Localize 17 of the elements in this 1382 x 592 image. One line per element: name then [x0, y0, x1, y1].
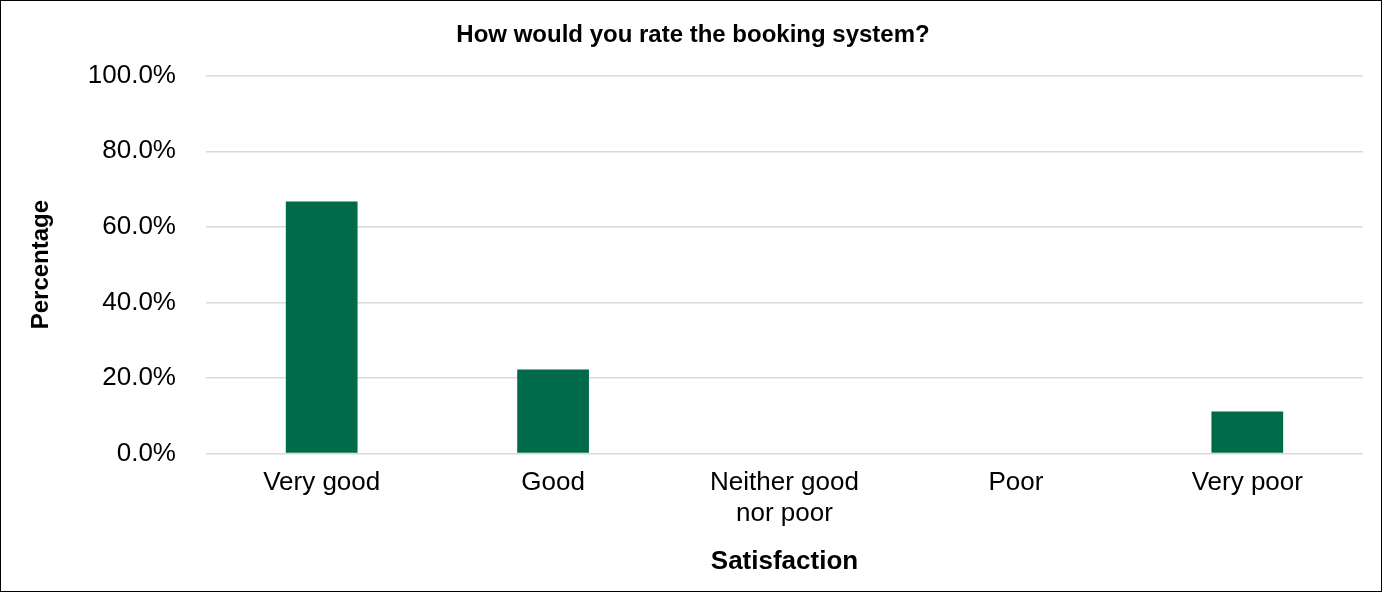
y-tick-label: 0.0% — [116, 436, 176, 467]
x-tick-label: Good — [521, 466, 585, 497]
y-tick-label: 60.0% — [102, 210, 176, 241]
x-tick-label: Poor — [988, 466, 1044, 497]
y-tick-label: 40.0% — [102, 285, 176, 316]
x-tick-label: Neither good nor poor — [710, 466, 859, 528]
x-tick-label: Very good — [263, 466, 381, 497]
y-tick-label: 100.0% — [87, 58, 176, 89]
x-tick-label: Very poor — [1191, 466, 1304, 497]
y-tick-label: 20.0% — [102, 361, 176, 392]
y-axis-title: Percentage — [26, 199, 54, 330]
bar — [1211, 411, 1284, 453]
chart-title: How would you rate the booking system? — [456, 20, 930, 48]
y-tick-label: 80.0% — [102, 134, 176, 165]
bar — [517, 369, 589, 453]
bar — [285, 201, 358, 453]
x-axis-title: Satisfaction — [710, 544, 859, 575]
